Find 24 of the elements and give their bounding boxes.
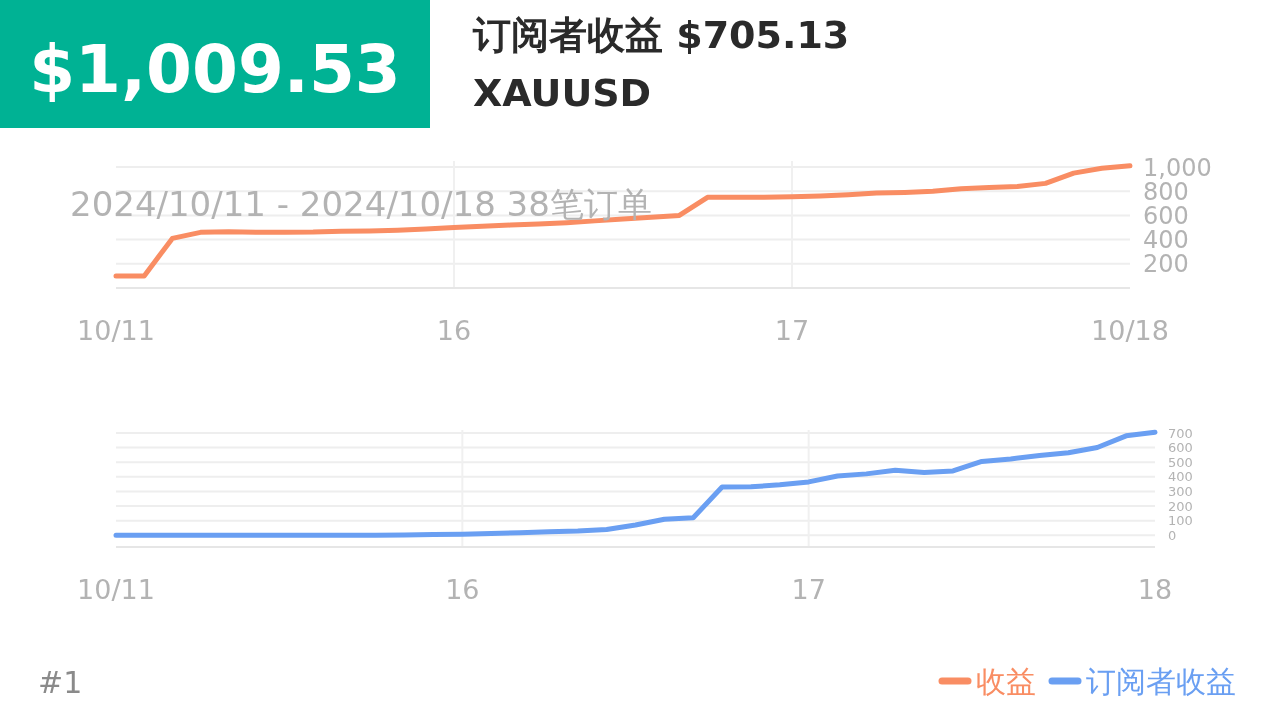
x-tick-label: 10/11 xyxy=(77,315,155,346)
y-tick-label: 200 xyxy=(1168,498,1193,514)
x-tick-label: 16 xyxy=(436,315,472,346)
y-tick-label: 100 xyxy=(1168,513,1193,529)
y-tick-label: 1,000 xyxy=(1143,153,1212,182)
text: $1,009.53 xyxy=(29,31,401,108)
text: #1 xyxy=(38,665,83,700)
y-tick-label: 400 xyxy=(1168,469,1193,485)
chart-subtitle: XAUUSD xyxy=(473,71,652,115)
y-tick-label: 0 xyxy=(1168,527,1177,543)
annotation: 2024/10/11 - 2024/10/18 38笔订单 xyxy=(70,184,652,224)
x-tick-label: 17 xyxy=(791,574,826,605)
y-tick-label: 300 xyxy=(1168,484,1193,500)
x-tick-label: 10/18 xyxy=(1091,315,1169,346)
chart-title: 订阅者收益 $705.13 xyxy=(472,13,850,57)
legend-label: 收益 xyxy=(976,664,1036,699)
x-tick-label: 17 xyxy=(774,315,810,346)
legend-label: 订阅者收益 xyxy=(1086,664,1236,699)
y-tick-label: 500 xyxy=(1168,454,1193,470)
y-tick-label: 700 xyxy=(1168,425,1193,441)
x-tick-label: 10/11 xyxy=(77,574,155,605)
x-tick-label: 16 xyxy=(445,574,480,605)
y-tick-label: 600 xyxy=(1168,440,1193,456)
x-tick-label: 18 xyxy=(1137,574,1173,605)
